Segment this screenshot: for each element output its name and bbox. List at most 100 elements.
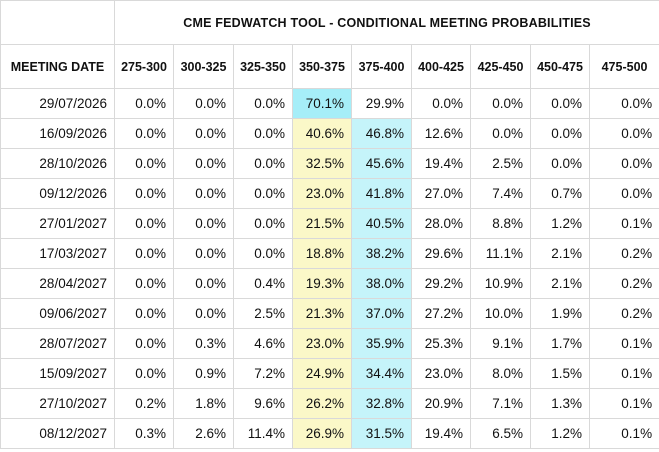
corner-cell [0,0,115,45]
probability-cell: 0.0% [173,208,234,239]
range-header-400-425: 400-425 [411,44,471,89]
probability-cell: 21.5% [292,208,352,239]
probability-cell: 1.5% [530,358,590,389]
probability-cell: 0.2% [588,298,659,329]
probability-cell: 38.2% [351,238,412,269]
probability-cell: 32.8% [351,388,412,419]
range-header-450-475: 450-475 [530,44,590,89]
meeting-date-cell: 28/04/2027 [0,268,115,299]
meeting-date-cell: 27/01/2027 [0,208,115,239]
probability-cell: 24.9% [292,358,352,389]
probability-cell: 0.4% [233,268,293,299]
probability-cell: 1.3% [530,388,590,419]
probability-cell: 26.9% [292,418,352,449]
probability-cell: 0.0% [173,178,234,209]
probability-cell: 0.0% [173,88,234,119]
probability-cell: 1.2% [530,418,590,449]
probability-cell: 0.1% [588,358,659,389]
probability-cell: 41.8% [351,178,412,209]
table-row: 28/10/2026 0.0% 0.0% 0.0% 32.5% 45.6% 19.4% 2.5… [0,148,659,179]
probability-cell: 0.0% [530,118,590,149]
meeting-date-cell: 16/09/2026 [0,118,115,149]
probability-cell: 45.6% [351,148,412,179]
table-row: 28/07/2027 0.0% 0.3% 4.6% 23.0% 35.9% 25.3% 9.1… [0,328,659,359]
probability-cell: 40.5% [351,208,412,239]
meeting-date-cell: 17/03/2027 [0,238,115,269]
probability-cell: 0.0% [233,118,293,149]
probability-cell: 23.0% [292,328,352,359]
meeting-date-header: MEETING DATE [0,44,115,89]
meeting-date-cell: 27/10/2027 [0,388,115,419]
probability-cell: 10.9% [470,268,531,299]
probability-cell: 9.1% [470,328,531,359]
probability-cell: 21.3% [292,298,352,329]
table-row: 27/01/2027 0.0% 0.0% 0.0% 21.5% 40.5% 28.0% 8.8… [0,208,659,239]
probability-cell: 0.0% [173,118,234,149]
probability-cell: 27.0% [411,178,471,209]
probability-cell: 0.0% [588,178,659,209]
table-row: 15/09/2027 0.0% 0.9% 7.2% 24.9% 34.4% 23.0% 8.0… [0,358,659,389]
probability-cell: 1.7% [530,328,590,359]
probability-cell: 0.0% [530,148,590,179]
table-row: 17/03/2027 0.0% 0.0% 0.0% 18.8% 38.2% 29.6% 11.… [0,238,659,269]
probability-cell: 29.9% [351,88,412,119]
probability-cell: 0.2% [114,388,174,419]
probability-cell: 19.4% [411,418,471,449]
meeting-date-cell: 28/07/2027 [0,328,115,359]
probability-cell: 29.6% [411,238,471,269]
probability-cell: 0.7% [530,178,590,209]
range-header-300-325: 300-325 [173,44,234,89]
probability-cell: 19.3% [292,268,352,299]
meeting-date-cell: 09/12/2026 [0,178,115,209]
probability-cell: 0.0% [173,268,234,299]
probability-cell: 7.2% [233,358,293,389]
meeting-date-cell: 28/10/2026 [0,148,115,179]
meeting-date-cell: 29/07/2026 [0,88,115,119]
probability-cell: 0.0% [173,298,234,329]
probability-cell: 0.0% [114,328,174,359]
probability-cell: 19.4% [411,148,471,179]
probability-cell: 0.0% [411,88,471,119]
probability-cell: 0.0% [470,118,531,149]
range-header-475-500: 475-500 [588,44,659,89]
title-row: CME FEDWATCH TOOL - CONDITIONAL MEETING … [0,0,659,45]
table-row: 16/09/2026 0.0% 0.0% 0.0% 40.6% 46.8% 12.6% 0.0… [0,118,659,149]
probability-cell: 23.0% [292,178,352,209]
probability-cell: 0.0% [470,88,531,119]
probability-cell: 0.0% [530,88,590,119]
range-header-350-375: 350-375 [292,44,352,89]
table-row: 09/06/2027 0.0% 0.0% 2.5% 21.3% 37.0% 27.2% 10.… [0,298,659,329]
probability-cell: 0.0% [173,148,234,179]
probability-cell: 46.8% [351,118,412,149]
probability-cell: 38.0% [351,268,412,299]
probability-cell: 11.1% [470,238,531,269]
probability-cell: 0.0% [233,238,293,269]
table-row: 27/10/2027 0.2% 1.8% 9.6% 26.2% 32.8% 20.9% 7.1… [0,388,659,419]
probability-cell: 7.4% [470,178,531,209]
probability-cell: 0.0% [233,88,293,119]
probability-cell: 31.5% [351,418,412,449]
probability-cell: 35.9% [351,328,412,359]
probability-cell: 23.0% [411,358,471,389]
table-row: 28/04/2027 0.0% 0.0% 0.4% 19.3% 38.0% 29.2% 10.… [0,268,659,299]
probability-cell: 9.6% [233,388,293,419]
probability-cell: 0.0% [588,118,659,149]
probability-cell: 4.6% [233,328,293,359]
table-body: 29/07/2026 0.0% 0.0% 0.0% 70.1% 29.9% 0.0% 0.0%… [0,88,659,449]
table-title: CME FEDWATCH TOOL - CONDITIONAL MEETING … [113,0,659,45]
probability-cell: 0.1% [588,328,659,359]
table-row: 09/12/2026 0.0% 0.0% 0.0% 23.0% 41.8% 27.0% 7.4… [0,178,659,209]
probability-cell: 11.4% [233,418,293,449]
probability-cell: 0.2% [588,238,659,269]
probability-cell: 2.5% [233,298,293,329]
probability-cell: 2.6% [173,418,234,449]
probability-cell: 0.0% [114,358,174,389]
probability-cell: 2.1% [530,268,590,299]
probability-cell: 0.0% [114,238,174,269]
probability-cell: 12.6% [411,118,471,149]
probability-cell: 25.3% [411,328,471,359]
probability-cell: 0.0% [173,238,234,269]
probability-cell: 40.6% [292,118,352,149]
probability-cell: 2.1% [530,238,590,269]
probability-cell: 0.0% [114,118,174,149]
